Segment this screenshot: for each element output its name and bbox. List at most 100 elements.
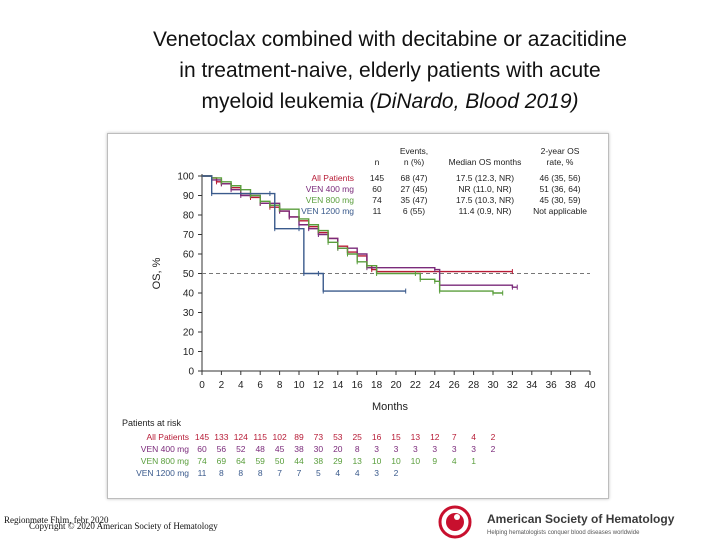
legend-events-3: 35 (47) — [401, 195, 428, 205]
x-tick-label: 24 — [429, 380, 441, 391]
risk-cell: 11 — [198, 468, 207, 478]
risk-cell: 45 — [275, 444, 285, 454]
x-tick-label: 26 — [449, 380, 461, 391]
risk-cell: 13 — [411, 432, 421, 442]
risk-cell: 8 — [355, 444, 360, 454]
risk-cell: 52 — [236, 444, 246, 454]
risk-cell: 16 — [372, 432, 382, 442]
legend-label-3: VEN 800 mg — [306, 195, 354, 205]
risk-row-label-3: VEN 800 mg — [141, 456, 189, 466]
y-tick-label: 50 — [183, 269, 195, 280]
risk-cell: 8 — [219, 468, 224, 478]
risk-cell: 145 — [195, 432, 209, 442]
risk-cell: 44 — [294, 456, 304, 466]
legend-os2y-1: 46 (35, 56) — [539, 173, 580, 183]
legend-os2y-4: Not applicable — [533, 206, 587, 216]
risk-cell: 3 — [394, 444, 399, 454]
x-tick-label: 10 — [293, 380, 305, 391]
title-line-1: Venetoclax combined with decitabine or a… — [153, 28, 627, 51]
title-citation: (DiNardo, Blood 2019) — [369, 90, 579, 113]
risk-cell: 115 — [253, 432, 267, 442]
x-tick-label: 4 — [238, 380, 244, 391]
risk-cell: 4 — [471, 432, 476, 442]
risk-cell: 12 — [430, 432, 440, 442]
risk-cell: 38 — [294, 444, 304, 454]
risk-cell: 3 — [452, 444, 457, 454]
risk-cell: 10 — [372, 456, 382, 466]
legend-n-3: 74 — [372, 195, 382, 205]
risk-cell: 3 — [471, 444, 476, 454]
x-tick-label: 14 — [332, 380, 344, 391]
legend-n-1: 145 — [370, 173, 384, 183]
y-tick-label: 40 — [183, 289, 195, 300]
risk-cell: 7 — [297, 468, 302, 478]
ash-org-name: American Society of Hematology — [487, 512, 675, 526]
legend-median-os-2: NR (11.0, NR) — [458, 184, 511, 194]
title-line-3-plain: myeloid leukemia — [201, 90, 370, 113]
risk-cell: 30 — [314, 444, 324, 454]
y-tick-label: 70 — [183, 230, 195, 241]
risk-cell: 10 — [411, 456, 421, 466]
header-events-top: Events, — [400, 146, 428, 156]
risk-cell: 74 — [197, 456, 207, 466]
x-tick-label: 38 — [565, 380, 577, 391]
title-line-3: myeloid leukemia (DiNardo, Blood 2019) — [100, 86, 680, 117]
legend-median-os-1: 17.5 (12.3, NR) — [456, 173, 514, 183]
risk-cell: 13 — [352, 456, 362, 466]
header-median-os: Median OS months — [449, 157, 522, 167]
risk-cell: 50 — [275, 456, 285, 466]
x-tick-label: 32 — [507, 380, 519, 391]
risk-cell: 4 — [335, 468, 340, 478]
x-tick-label: 12 — [313, 380, 325, 391]
y-tick-label: 20 — [183, 328, 195, 339]
y-tick-label: 10 — [183, 347, 195, 358]
x-tick-label: 36 — [546, 380, 558, 391]
legend-median-os-4: 11.4 (0.9, NR) — [459, 206, 512, 216]
x-axis-label: Months — [372, 401, 409, 413]
risk-row-label-2: VEN 400 mg — [141, 444, 189, 454]
x-tick-label: 34 — [526, 380, 538, 391]
risk-cell: 7 — [277, 468, 282, 478]
x-tick-label: 6 — [257, 380, 263, 391]
header-n: n — [375, 157, 380, 167]
risk-cell: 29 — [333, 456, 343, 466]
risk-cell: 53 — [333, 432, 343, 442]
risk-cell: 4 — [355, 468, 360, 478]
risk-table-title: Patients at risk — [122, 418, 182, 428]
x-tick-label: 30 — [487, 380, 499, 391]
risk-cell: 8 — [258, 468, 263, 478]
y-tick-label: 80 — [183, 211, 195, 222]
risk-cell: 2 — [394, 468, 399, 478]
risk-cell: 7 — [452, 432, 457, 442]
risk-cell: 60 — [197, 444, 207, 454]
x-tick-label: 0 — [199, 380, 205, 391]
y-tick-label: 0 — [188, 367, 194, 378]
y-tick-label: 30 — [183, 308, 195, 319]
risk-cell: 48 — [255, 444, 265, 454]
risk-cell: 73 — [314, 432, 324, 442]
risk-cell: 8 — [238, 468, 243, 478]
slide-title: Venetoclax combined with decitabine or a… — [100, 24, 680, 117]
x-tick-label: 28 — [468, 380, 480, 391]
footer-text: Regionmøte Fhlm, febr 2020 Copyright © 2… — [4, 515, 218, 531]
risk-cell: 5 — [316, 468, 321, 478]
risk-cell: 124 — [234, 432, 248, 442]
risk-cell: 2 — [491, 444, 496, 454]
y-tick-label: 90 — [183, 191, 195, 202]
legend-label-2: VEN 400 mg — [306, 184, 354, 194]
risk-cell: 89 — [294, 432, 304, 442]
y-tick-label: 60 — [183, 250, 195, 261]
legend-label-4: VEN 1200 mg — [301, 206, 354, 216]
risk-cell: 102 — [273, 432, 287, 442]
risk-row-label-1: All Patients — [146, 432, 189, 442]
legend-n-2: 60 — [372, 184, 382, 194]
legend-os2y-2: 51 (36, 64) — [539, 184, 580, 194]
risk-cell: 3 — [374, 444, 379, 454]
risk-cell: 3 — [413, 444, 418, 454]
legend-events-4: 6 (55) — [403, 206, 425, 216]
ash-logo-icon — [438, 505, 472, 539]
x-tick-label: 2 — [219, 380, 225, 391]
header-os2y-top: 2-year OS — [541, 146, 580, 156]
header-os2y-bottom: rate, % — [547, 157, 574, 167]
